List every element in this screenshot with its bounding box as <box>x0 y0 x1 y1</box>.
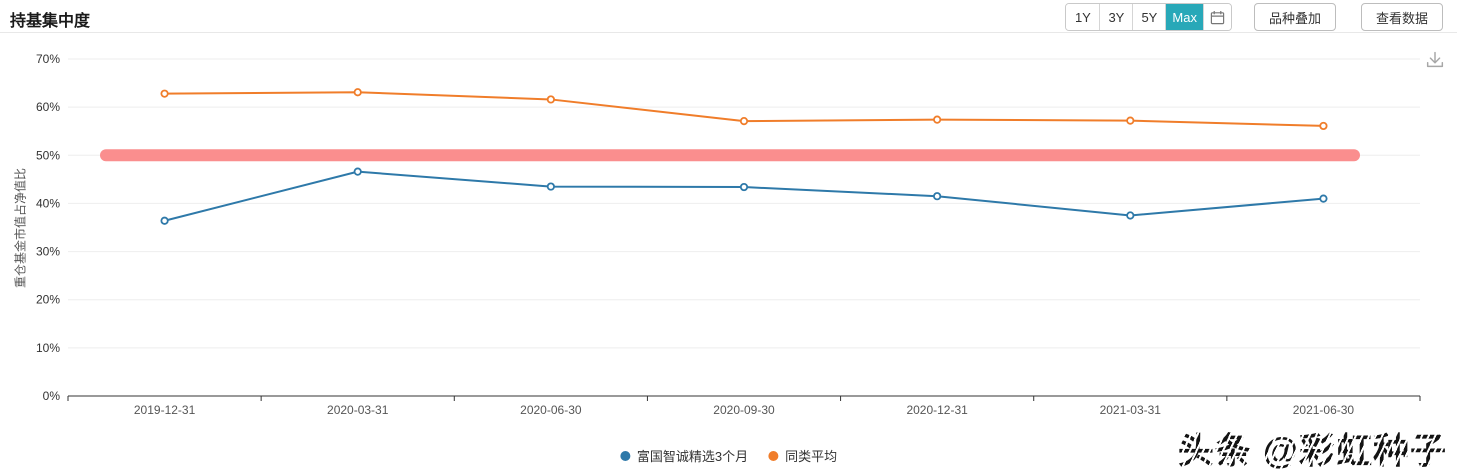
y-tick-label: 30% <box>36 245 60 259</box>
data-point-1-5[interactable] <box>1126 116 1135 125</box>
data-point-0-0[interactable] <box>160 216 169 225</box>
data-point-0-3[interactable] <box>739 182 749 192</box>
y-tick-label: 40% <box>36 196 60 210</box>
page-title: 持基集中度 <box>10 13 91 30</box>
legend-label-fund: 富国智诚精选3个月 <box>636 449 749 464</box>
time-range-selector: 1Y 3Y 5Y Max <box>1065 3 1232 31</box>
legend-item-average[interactable]: 同类平均 <box>768 446 837 465</box>
range-button-3y[interactable]: 3Y <box>1099 4 1133 30</box>
data-point-1-6[interactable] <box>1319 121 1328 131</box>
x-tick-label: 2020-09-30 <box>713 403 775 417</box>
panel-header: 持基集中度 1Y 3Y 5Y Max <box>0 0 1457 33</box>
y-tick-label: 20% <box>36 293 60 307</box>
watermark: 头条 @彩虹种子 <box>1178 422 1447 474</box>
data-point-0-1[interactable] <box>353 167 362 176</box>
y-axis-title: 重仓基金市值占净值比 <box>13 167 28 289</box>
download-icon[interactable] <box>1424 49 1446 71</box>
range-button-max[interactable]: Max <box>1165 4 1203 30</box>
data-point-1-3[interactable] <box>739 117 749 126</box>
y-tick-label: 50% <box>36 148 60 162</box>
data-point-1-2[interactable] <box>546 95 555 104</box>
data-point-1-4[interactable] <box>933 115 942 124</box>
x-tick-label: 2020-06-30 <box>520 403 582 417</box>
y-tick-label: 70% <box>36 52 60 66</box>
series-line-0 <box>164 170 1324 222</box>
legend-dot-average <box>768 450 779 461</box>
y-tick-label: 60% <box>36 100 60 114</box>
y-tick-label: 10% <box>36 341 60 355</box>
data-point-1-1[interactable] <box>353 88 362 97</box>
x-tick-label: 2020-12-31 <box>906 403 968 417</box>
calendar-button[interactable] <box>1202 4 1231 30</box>
data-point-1-0[interactable] <box>160 89 169 98</box>
range-button-5y[interactable]: 5Y <box>1132 4 1166 30</box>
calendar-icon <box>1210 10 1225 25</box>
data-point-0-4[interactable] <box>933 192 942 201</box>
overlay-button[interactable]: 品种叠加 <box>1253 3 1336 31</box>
view-data-button[interactable]: 查看数据 <box>1360 3 1443 31</box>
data-point-0-6[interactable] <box>1319 194 1328 203</box>
x-tick-label: 2019-12-31 <box>134 403 196 417</box>
y-tick-label: 0% <box>43 389 61 403</box>
legend-dot-fund <box>619 450 630 461</box>
x-tick-label: 2020-03-31 <box>327 403 389 417</box>
data-point-0-5[interactable] <box>1126 211 1135 220</box>
legend-label-average: 同类平均 <box>785 449 838 464</box>
line-chart[interactable]: 0% 10% 20% 30% 40% 50% 60% 70% 2019-12-31 2020-03… <box>0 33 1457 476</box>
legend-item-fund[interactable]: 富国智诚精选3个月 <box>619 446 749 465</box>
data-point-0-2[interactable] <box>546 182 555 191</box>
x-tick-label: 2021-03-31 <box>1100 403 1162 417</box>
header-controls: 1Y 3Y 5Y Max 品种叠加 查看数据 <box>1065 3 1443 31</box>
range-button-1y[interactable]: 1Y <box>1066 4 1100 30</box>
legend: 富国智诚精选3个月 同类平均 <box>619 446 837 465</box>
x-tick-label: 2021-06-30 <box>1293 403 1355 417</box>
